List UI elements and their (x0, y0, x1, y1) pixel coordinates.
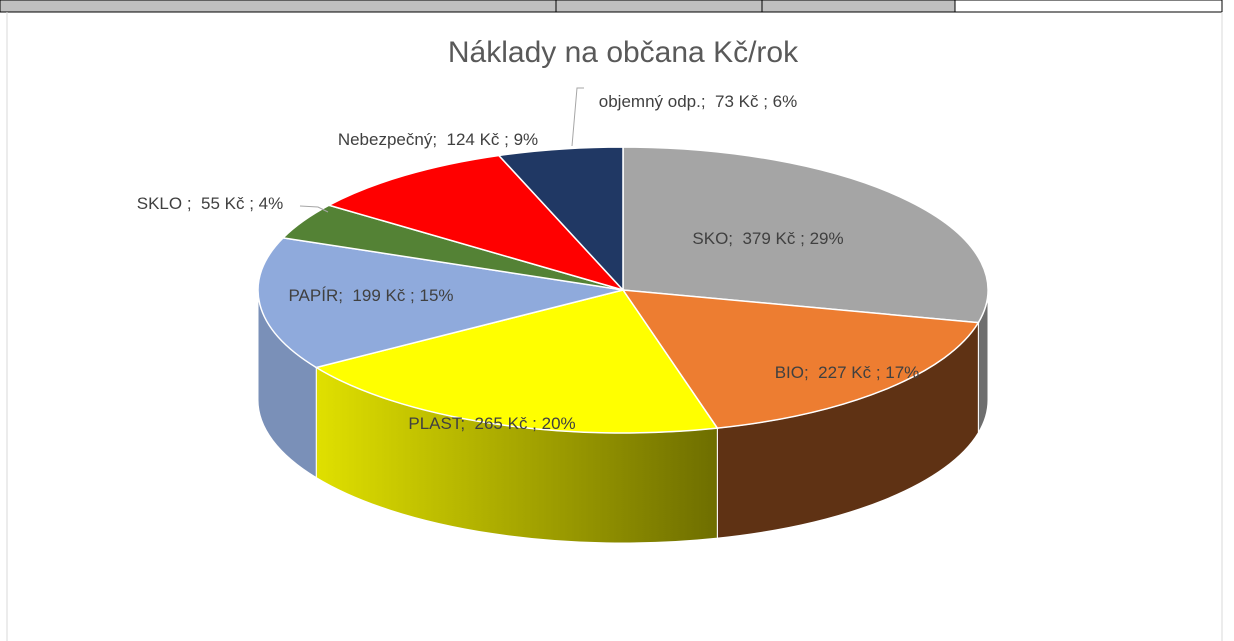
slice (497, 146, 624, 292)
data-label: BIO; 227 Kč ; 17% (775, 363, 920, 383)
chart-title: Náklady na občana Kč/rok (448, 36, 799, 69)
slice (257, 237, 624, 369)
label-value: ; 124 Kč ; 9% (432, 130, 539, 149)
table-cell (954, 0, 1223, 13)
label-category: BIO (774, 363, 804, 382)
leader-line (571, 87, 584, 147)
data-label: Nebezpečný; 124 Kč ; 9% (338, 130, 538, 150)
label-category: Nebezpečný (337, 130, 433, 149)
slice (327, 154, 626, 292)
slice (621, 289, 980, 429)
label-value: ; 265 Kč ; 20% (460, 414, 576, 433)
label-value: ; 199 Kč ; 15% (338, 286, 454, 305)
label-category: SKO (692, 229, 729, 248)
leader-line (299, 205, 329, 213)
label-value: ; 73 Kč ; 6% (700, 92, 798, 111)
label-category: objemný odp. (598, 92, 701, 111)
slice (314, 289, 719, 434)
data-label: SKO; 379 Kč ; 29% (692, 229, 843, 249)
label-category: SKLO (136, 194, 187, 213)
data-label: PAPÍR; 199 Kč ; 15% (288, 286, 453, 306)
slice (622, 146, 989, 324)
data-label: objemný odp.; 73 Kč ; 6% (598, 87, 798, 117)
data-label: PLAST; 265 Kč ; 20% (408, 414, 575, 434)
data-label: SKLO ; 55 Kč ; 4% (137, 194, 283, 214)
label-value: ; 379 Kč ; 29% (728, 229, 844, 248)
label-category: PAPÍR (288, 286, 339, 305)
label-category: PLAST (408, 414, 461, 433)
label-value: ; 227 Kč ; 17% (804, 363, 920, 382)
label-value: ; 55 Kč ; 4% (186, 194, 284, 213)
